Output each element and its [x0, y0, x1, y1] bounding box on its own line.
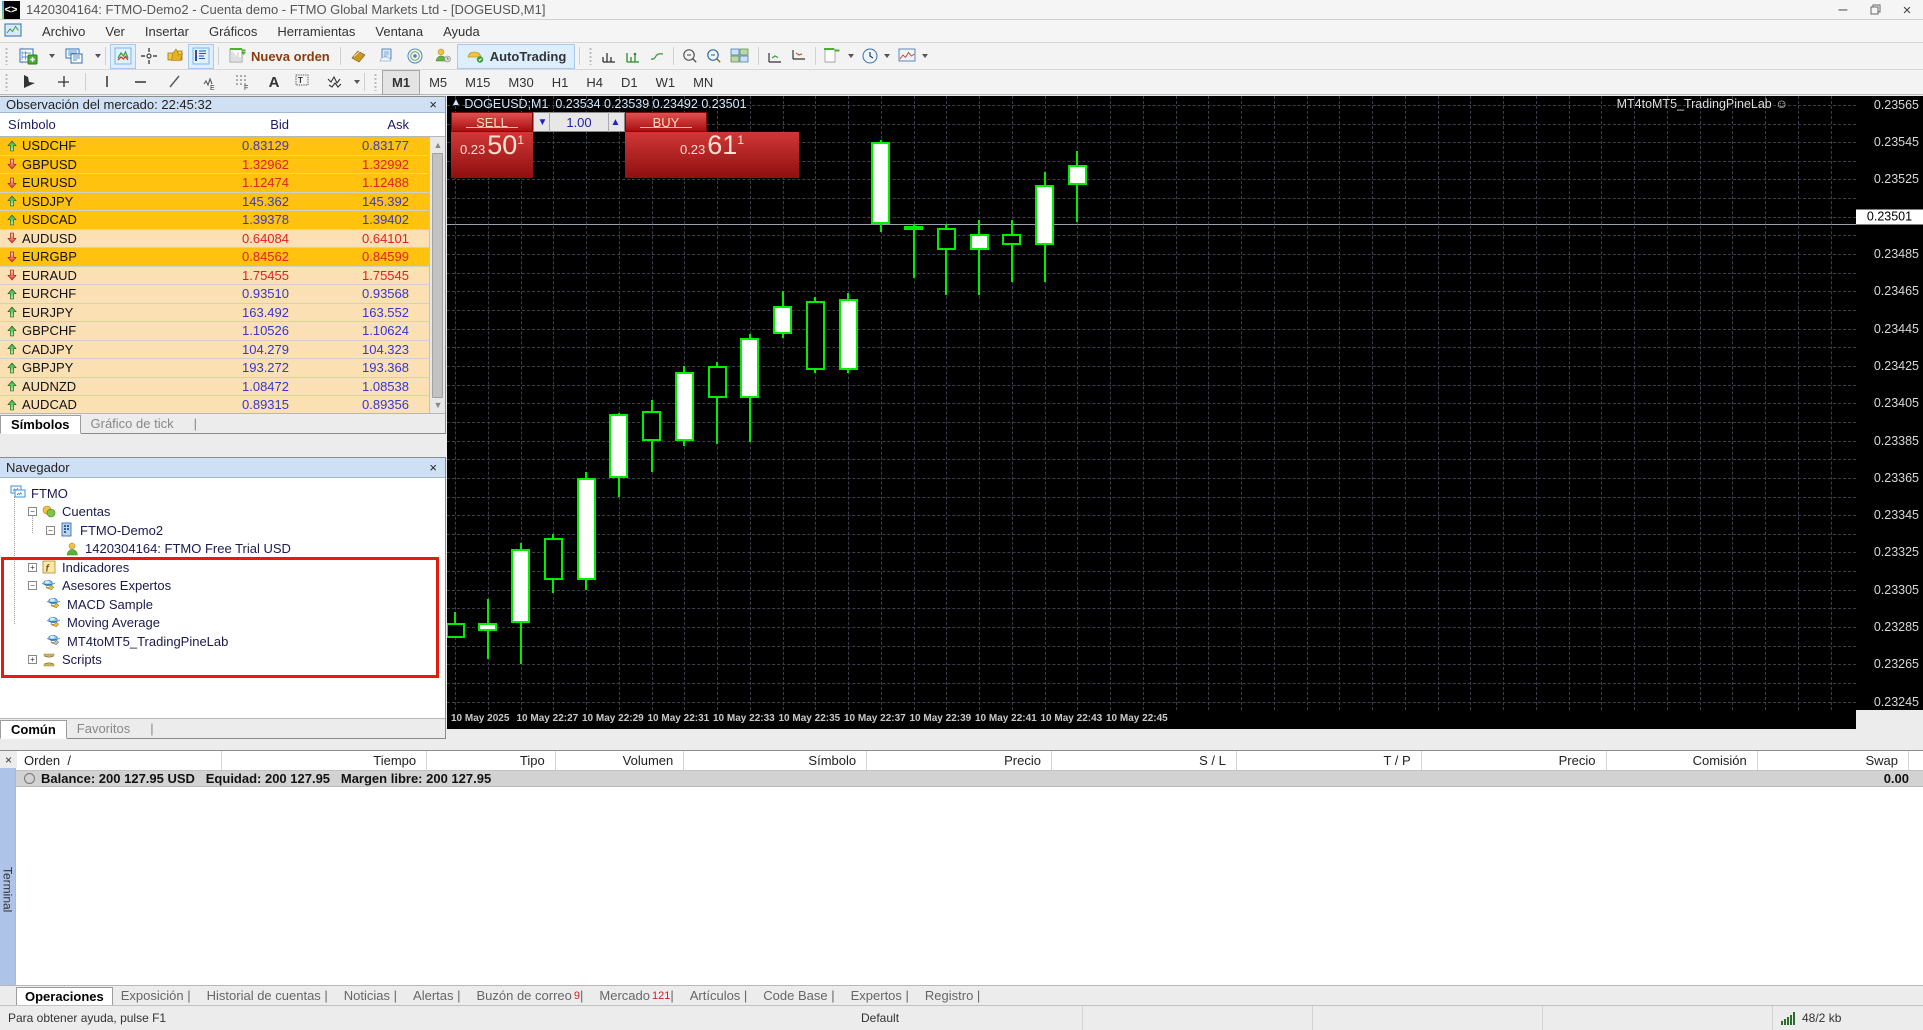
svg-text:T: T — [298, 76, 303, 85]
svg-text:F: F — [244, 85, 248, 90]
svg-text:E: E — [210, 85, 215, 90]
